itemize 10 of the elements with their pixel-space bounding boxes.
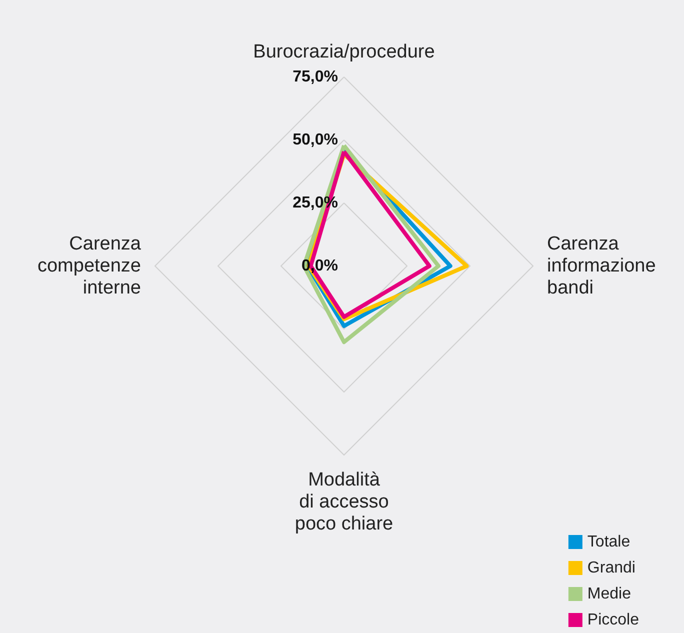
spoke-label: Carenza competenze interne bbox=[37, 234, 142, 298]
legend-label: Totale bbox=[587, 534, 630, 550]
legend-label: Piccole bbox=[587, 612, 640, 628]
spoke-label: Modalità di accesso poco chiare bbox=[294, 470, 394, 534]
legend-label: Grandi bbox=[587, 560, 636, 576]
legend-label: Medie bbox=[587, 586, 632, 602]
spoke-label: Carenza informazione bandi bbox=[547, 234, 656, 298]
spoke-label: Burocrazia/procedure bbox=[253, 42, 435, 62]
y-tick-label: 50,0% bbox=[292, 132, 338, 148]
y-tick-label: 75,0% bbox=[292, 68, 338, 86]
